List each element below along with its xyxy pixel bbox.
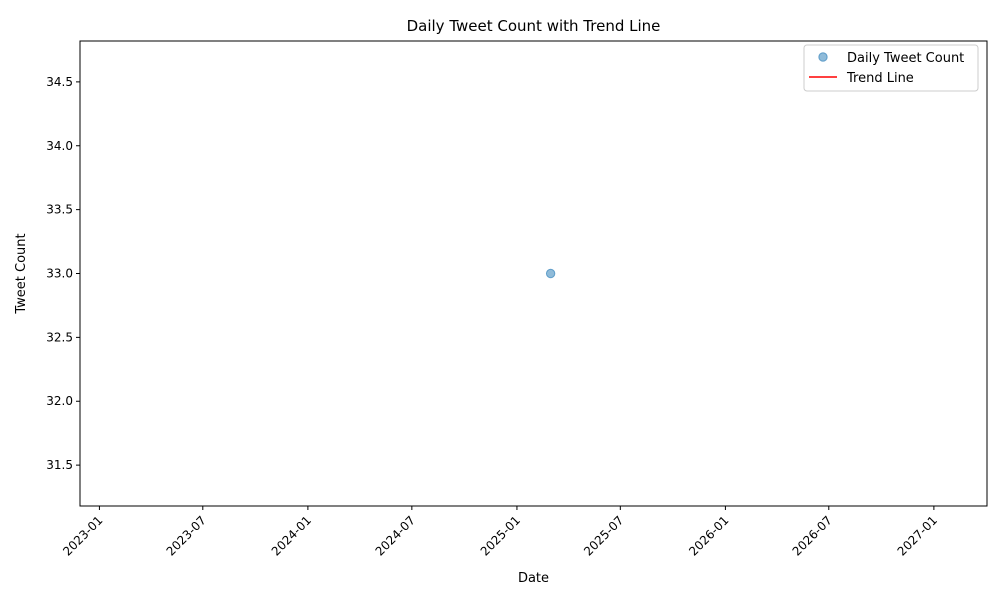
x-tick-label: 2026-01 xyxy=(686,513,731,558)
x-tick-label: 2025-01 xyxy=(478,513,523,558)
x-axis: 2023-01 2023-07 2024-01 2024-07 2025-01 2025-… xyxy=(60,506,940,559)
legend-box xyxy=(803,44,979,92)
legend-marker xyxy=(818,52,828,62)
y-axis-title: Tweet Count xyxy=(14,233,29,314)
legend-label: Daily Tweet Count xyxy=(847,51,964,66)
x-tick-label: 2024-01 xyxy=(269,513,314,558)
x-tick-label: 2023-01 xyxy=(60,513,105,558)
y-tick-label: 32.5 xyxy=(46,330,73,344)
data-point xyxy=(545,268,556,279)
x-tick-label: 2025-07 xyxy=(581,513,626,558)
x-tick-label: 2027-01 xyxy=(895,513,940,558)
y-axis: 31.5 32.0 32.5 33.0 33.5 34.0 34.5 xyxy=(46,75,80,472)
x-axis-title: Date xyxy=(518,571,549,586)
plot-area xyxy=(79,40,988,507)
legend: Daily Tweet Count Trend Line xyxy=(803,44,979,92)
y-tick-label: 33.0 xyxy=(46,267,73,281)
legend-label: Trend Line xyxy=(846,71,914,86)
y-tick-label: 32.0 xyxy=(46,394,73,408)
x-tick-label: 2023-07 xyxy=(164,513,209,558)
y-tick-label: 33.5 xyxy=(46,203,73,217)
y-tick-label: 34.0 xyxy=(46,139,73,153)
y-tick-label: 34.5 xyxy=(46,75,73,89)
x-tick-label: 2024-07 xyxy=(373,513,418,558)
scatter-series xyxy=(545,268,556,279)
y-tick-label: 31.5 xyxy=(46,458,73,472)
chart-title: Daily Tweet Count with Trend Line xyxy=(407,17,661,35)
x-tick-label: 2026-07 xyxy=(790,513,835,558)
